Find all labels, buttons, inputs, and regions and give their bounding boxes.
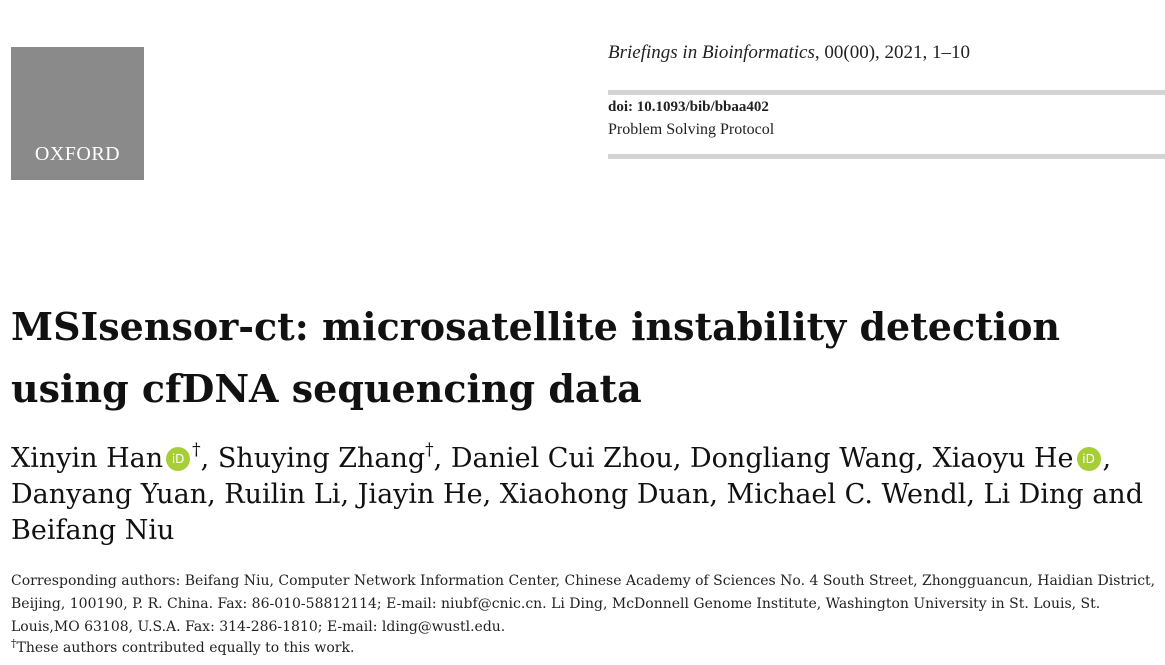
author-separator: , bbox=[966, 479, 984, 510]
author-separator: , bbox=[482, 479, 500, 510]
journal-name[interactable]: Briefings in Bioinformatics bbox=[608, 42, 815, 63]
author-separator: , bbox=[433, 443, 451, 474]
orcid-icon[interactable]: iD bbox=[166, 447, 191, 471]
author-separator: , bbox=[1102, 443, 1112, 474]
author-separator: , bbox=[915, 443, 933, 474]
author-footnote-mark: † bbox=[192, 440, 201, 460]
journal-citation: Briefings in Bioinformatics, 00(00), 202… bbox=[608, 42, 970, 64]
author-name[interactable]: Beifang Niu bbox=[11, 515, 175, 546]
top-rule bbox=[608, 90, 1165, 95]
author-separator: , bbox=[709, 479, 727, 510]
author-name[interactable]: Dongliang Wang bbox=[690, 443, 916, 474]
bottom-rule bbox=[608, 154, 1165, 159]
citation-details: , 00(00), 2021, 1–10 bbox=[814, 42, 971, 63]
dagger-mark: † bbox=[11, 637, 17, 650]
author-separator: , bbox=[200, 443, 218, 474]
author-list: Xinyin Han iD †, Shuying Zhang†, Daniel Cu… bbox=[11, 441, 1161, 549]
author-name[interactable]: Danyang Yuan bbox=[11, 479, 208, 510]
author-name[interactable]: Michael C. Wendl bbox=[726, 479, 967, 510]
author-name[interactable]: Daniel Cui Zhou bbox=[450, 443, 673, 474]
author-name[interactable]: Xiaohong Duan bbox=[499, 479, 710, 510]
author-separator: , bbox=[207, 479, 225, 510]
author-name[interactable]: Ruilin Li bbox=[224, 479, 341, 510]
author-name[interactable]: Li Ding bbox=[983, 479, 1084, 510]
article-title: MSIsensor-ct: microsatellite instability… bbox=[11, 304, 1061, 411]
author-separator: , bbox=[340, 479, 358, 510]
author-name[interactable]: Shuying Zhang bbox=[217, 443, 426, 474]
article-type: Problem Solving Protocol bbox=[608, 121, 775, 138]
author-name[interactable]: Xinyin Han bbox=[11, 443, 164, 474]
author-name[interactable]: Xiaoyu He bbox=[932, 443, 1074, 474]
author-name[interactable]: Jiayin He bbox=[357, 479, 483, 510]
equal-contribution-text: These authors contributed equally to thi… bbox=[16, 640, 355, 656]
corresponding-authors: Corresponding authors: Beifang Niu, Comp… bbox=[11, 573, 1156, 635]
orcid-icon[interactable]: iD bbox=[1076, 447, 1101, 471]
equal-contribution-note: †These authors contributed equally to th… bbox=[11, 637, 354, 660]
oxford-logo: OXFORD bbox=[11, 47, 144, 180]
doi[interactable]: doi: 10.1093/bib/bbaa402 bbox=[608, 99, 769, 115]
logo-text: OXFORD bbox=[34, 143, 121, 165]
author-separator: and bbox=[1083, 479, 1143, 510]
author-footnote-mark: † bbox=[425, 440, 434, 460]
author-separator: , bbox=[672, 443, 691, 474]
